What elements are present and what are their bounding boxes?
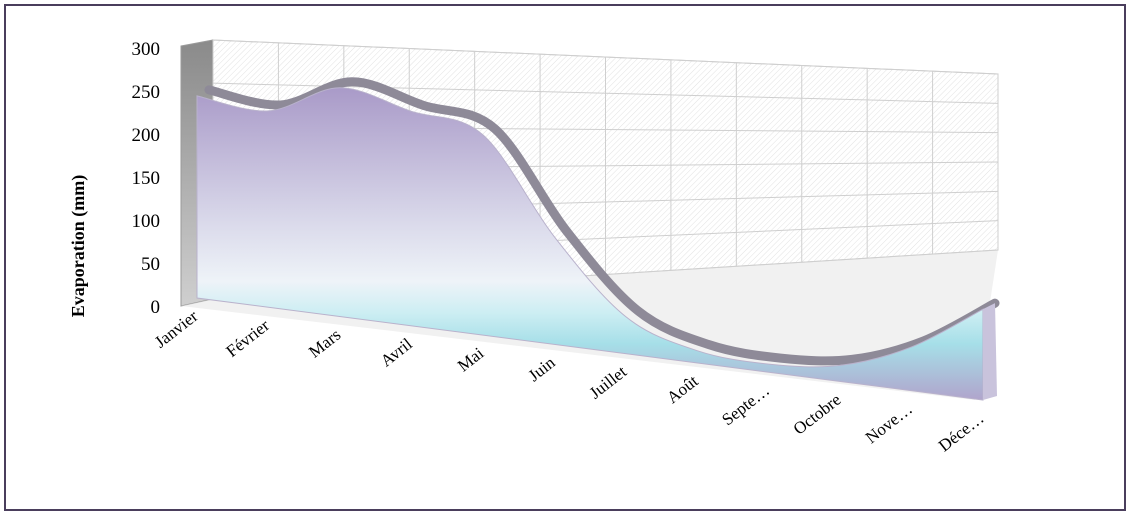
x-tick-label: Octobre (790, 390, 845, 439)
x-tick-label: Mars (305, 325, 344, 361)
y-tick-label: 0 (151, 297, 161, 318)
area-face (196, 87, 984, 401)
x-tick-label: Juin (525, 352, 559, 385)
x-tick-label: Déce… (935, 408, 988, 455)
x-tick-label: Août (663, 371, 702, 407)
y-axis-title: Evaporation (mm) (68, 175, 89, 318)
y-tick-label: 250 (132, 82, 161, 103)
x-tick-label: Juillet (586, 362, 631, 403)
area-side (983, 303, 997, 400)
y-tick-label: 150 (132, 168, 161, 189)
x-tick-label: Nove… (862, 399, 916, 447)
y-tick-label: 200 (132, 125, 161, 146)
x-tick-label: Mai (454, 343, 487, 375)
area-series (196, 77, 1000, 401)
y-tick-label: 100 (132, 211, 161, 232)
y-axis-ticks: 0 50 100 150 200 250 300 (132, 39, 161, 318)
x-tick-label: Septe… (718, 381, 773, 430)
y-tick-label: 300 (132, 39, 161, 60)
x-tick-label: Février (223, 316, 274, 361)
x-tick-label: Avril (377, 334, 416, 370)
y-tick-label: 50 (141, 254, 160, 275)
area-ridge (204, 77, 1000, 366)
